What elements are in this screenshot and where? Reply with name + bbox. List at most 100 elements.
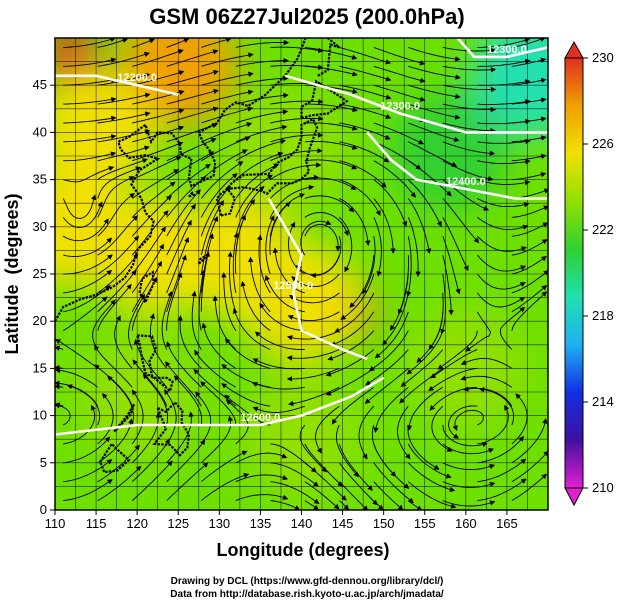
streamline — [62, 218, 109, 242]
streamline — [339, 84, 392, 100]
streamline — [166, 236, 190, 294]
streamline — [200, 199, 224, 256]
streamline — [408, 84, 461, 100]
streamline — [300, 219, 332, 256]
streamline — [270, 500, 301, 510]
coastline — [197, 253, 208, 265]
streamline — [62, 296, 108, 331]
streamline — [55, 403, 71, 426]
streamline — [269, 201, 291, 256]
streamline — [97, 158, 148, 180]
streamline — [195, 391, 212, 445]
streamline — [97, 92, 151, 105]
streamline — [133, 338, 168, 388]
coastline — [136, 334, 174, 394]
streamline — [200, 415, 234, 464]
y-tick-label: 15 — [33, 360, 47, 375]
streamline — [62, 194, 97, 219]
x-tick-label: 125 — [167, 516, 189, 531]
streamline — [97, 235, 140, 275]
streamline — [442, 84, 497, 93]
streamline — [477, 58, 531, 67]
streamline — [477, 159, 531, 165]
streamline — [339, 103, 392, 119]
streamline — [247, 256, 271, 313]
streamline — [166, 462, 209, 501]
streamline — [166, 123, 218, 143]
streamline — [55, 383, 64, 390]
streamline — [92, 299, 116, 350]
coastline — [300, 79, 349, 120]
streamline — [304, 177, 357, 190]
streamline — [397, 405, 411, 460]
streamline — [407, 198, 432, 254]
streamline — [511, 393, 528, 445]
streamline — [338, 217, 353, 273]
y-tick-label: 0 — [40, 502, 47, 517]
streamline — [397, 255, 409, 315]
streamline — [373, 198, 396, 254]
x-tick-label: 140 — [291, 516, 313, 531]
streamline — [477, 404, 510, 445]
x-tick-label: 110 — [45, 516, 66, 531]
streamline — [429, 386, 478, 411]
streamline — [304, 122, 358, 131]
streamline — [166, 254, 187, 312]
streamline — [63, 151, 117, 162]
streamline — [442, 103, 497, 113]
streamline — [511, 205, 548, 218]
streamline — [437, 330, 478, 370]
streamline — [235, 138, 287, 162]
streamline — [235, 92, 289, 105]
streamline — [235, 75, 289, 86]
streamline — [55, 345, 64, 351]
streamline — [373, 179, 408, 227]
height-contour — [55, 376, 385, 436]
streamline — [97, 129, 151, 143]
streamline — [511, 77, 547, 86]
streamline — [201, 89, 254, 105]
streamline — [254, 331, 305, 350]
streamline — [201, 52, 254, 67]
streamline — [430, 349, 478, 379]
streamline — [310, 236, 342, 279]
streamline — [440, 273, 447, 335]
streamline — [338, 481, 369, 510]
streamline — [325, 349, 375, 377]
streamline — [131, 276, 158, 331]
streamline — [270, 98, 324, 105]
streamline — [442, 198, 480, 244]
streamline — [193, 368, 237, 407]
streamline — [97, 166, 142, 199]
streamline — [227, 251, 237, 312]
streamline — [511, 256, 547, 275]
streamline — [252, 405, 305, 413]
streamline — [511, 135, 547, 143]
streamline — [55, 367, 98, 388]
streamline — [371, 424, 397, 477]
streamline — [201, 322, 237, 369]
colorbar-min-triangle — [564, 487, 584, 507]
streamline — [270, 162, 322, 180]
streamline — [131, 389, 144, 445]
streamline — [478, 387, 515, 426]
streamline — [235, 199, 255, 256]
streamline — [339, 46, 392, 65]
streamline — [235, 124, 288, 143]
streamline — [97, 145, 150, 162]
streamline — [408, 122, 460, 142]
streamline — [173, 375, 203, 426]
colorbar-tick-label: 222 — [592, 222, 614, 237]
streamline — [194, 349, 237, 388]
streamline — [304, 224, 341, 252]
streamline — [408, 141, 458, 167]
streamline — [382, 292, 409, 346]
streamline — [406, 330, 444, 375]
height-contour — [55, 74, 179, 96]
streamline — [235, 494, 289, 502]
streamline — [270, 443, 317, 473]
coastline — [225, 117, 319, 196]
streamline — [428, 292, 444, 350]
streamline — [97, 51, 150, 67]
